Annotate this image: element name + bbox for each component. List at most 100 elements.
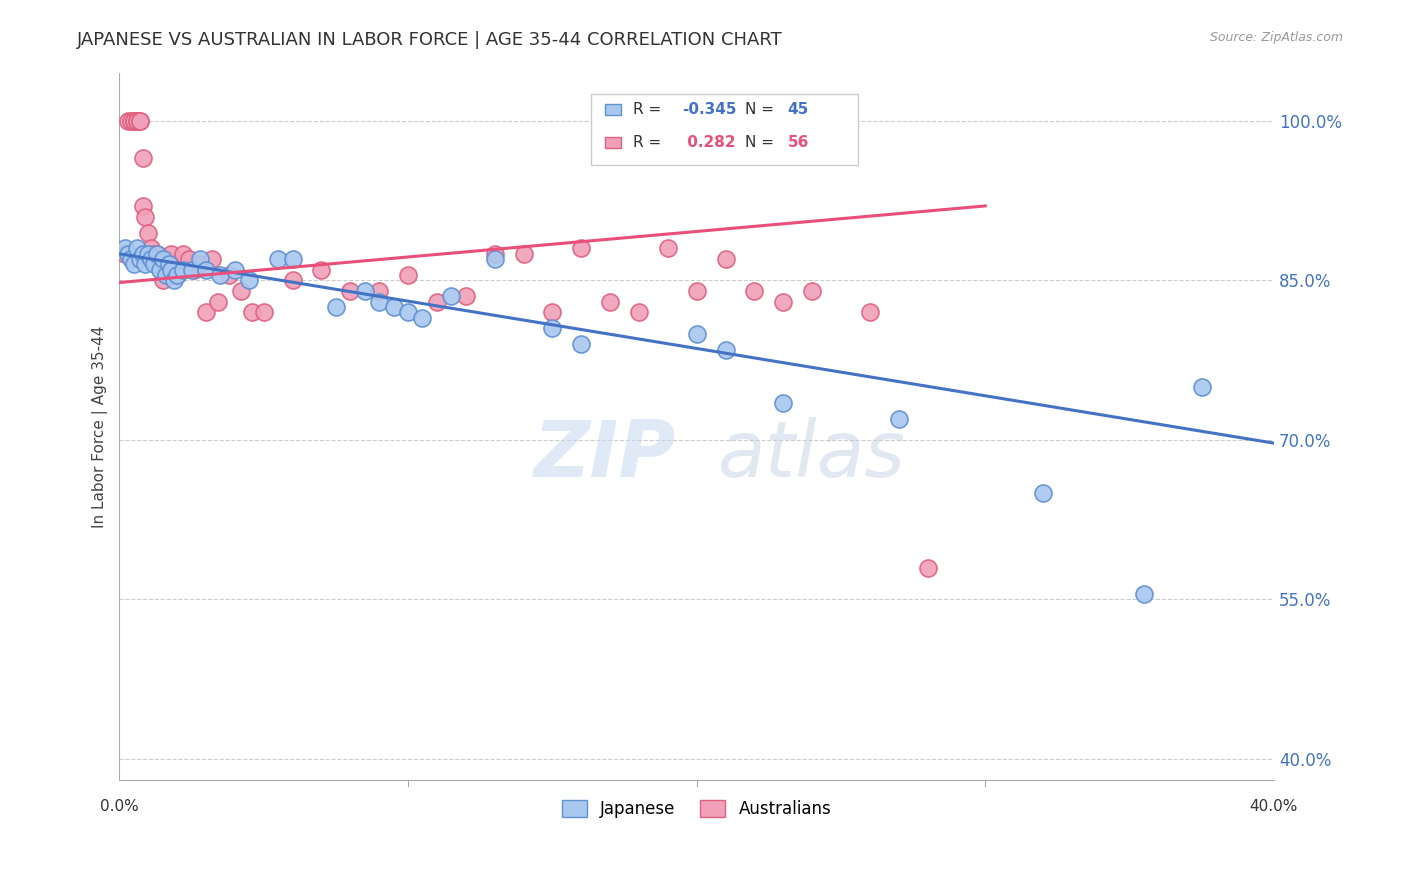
Point xyxy=(311,262,333,277)
Point xyxy=(120,252,142,266)
Point xyxy=(569,337,592,351)
Point xyxy=(141,252,163,266)
Point xyxy=(368,294,391,309)
Point xyxy=(122,113,145,128)
Point xyxy=(183,262,205,277)
Point xyxy=(122,113,145,128)
Point xyxy=(136,252,159,266)
Point xyxy=(1133,587,1156,601)
Point xyxy=(114,242,136,256)
Point xyxy=(599,294,621,309)
Text: 56: 56 xyxy=(787,136,808,150)
Point xyxy=(146,247,169,261)
Point xyxy=(117,113,139,128)
Point xyxy=(353,284,375,298)
Point xyxy=(122,257,145,271)
Legend: Japanese, Australians: Japanese, Australians xyxy=(555,794,838,825)
Point xyxy=(859,305,882,319)
Point xyxy=(396,268,419,282)
Point xyxy=(195,305,218,319)
Text: 45: 45 xyxy=(787,103,808,117)
Point xyxy=(188,257,211,271)
Point xyxy=(440,289,463,303)
Point xyxy=(541,321,564,335)
Point xyxy=(143,247,166,261)
Point xyxy=(657,242,679,256)
Point xyxy=(160,262,183,277)
Point xyxy=(887,411,910,425)
Text: R =: R = xyxy=(633,103,666,117)
Point xyxy=(207,294,229,309)
Point xyxy=(411,310,433,325)
Point xyxy=(125,113,148,128)
Point xyxy=(188,252,211,266)
Point xyxy=(117,247,139,261)
Point xyxy=(209,268,232,282)
Text: N =: N = xyxy=(745,136,779,150)
Text: atlas: atlas xyxy=(718,417,905,493)
Point xyxy=(155,268,177,282)
Point xyxy=(218,268,240,282)
Point xyxy=(146,247,169,261)
Point xyxy=(131,199,153,213)
Point xyxy=(253,305,276,319)
Point xyxy=(917,560,939,574)
Point xyxy=(201,252,224,266)
Point xyxy=(426,294,449,309)
Point xyxy=(512,247,534,261)
Point xyxy=(368,284,391,298)
Point xyxy=(801,284,824,298)
Text: -0.345: -0.345 xyxy=(682,103,737,117)
Point xyxy=(172,247,194,261)
Point xyxy=(627,305,650,319)
Point xyxy=(240,305,263,319)
Point xyxy=(686,326,709,341)
Point xyxy=(131,247,153,261)
Text: 40.0%: 40.0% xyxy=(1250,799,1298,814)
Point xyxy=(686,284,709,298)
Point xyxy=(166,268,188,282)
Text: JAPANESE VS AUSTRALIAN IN LABOR FORCE | AGE 35-44 CORRELATION CHART: JAPANESE VS AUSTRALIAN IN LABOR FORCE | … xyxy=(77,31,783,49)
Point xyxy=(281,252,304,266)
Point xyxy=(229,284,252,298)
Point xyxy=(149,252,172,266)
Point xyxy=(396,305,419,319)
Point xyxy=(155,252,177,266)
Point xyxy=(1032,486,1054,500)
Text: Source: ZipAtlas.com: Source: ZipAtlas.com xyxy=(1209,31,1343,45)
Point xyxy=(195,262,218,277)
Point xyxy=(166,268,188,282)
Point xyxy=(157,268,180,282)
Point xyxy=(772,395,794,409)
Point xyxy=(152,273,174,287)
Text: ZIP: ZIP xyxy=(533,417,675,493)
Point xyxy=(281,273,304,287)
Point xyxy=(163,268,186,282)
Point xyxy=(128,113,150,128)
Point xyxy=(141,242,163,256)
Point xyxy=(180,262,202,277)
Point xyxy=(120,113,142,128)
Point xyxy=(163,273,186,287)
Point xyxy=(267,252,290,266)
Text: N =: N = xyxy=(745,103,779,117)
Point xyxy=(484,252,506,266)
Point xyxy=(136,247,159,261)
Point xyxy=(238,273,260,287)
Point xyxy=(134,210,156,224)
Point xyxy=(125,242,148,256)
Point xyxy=(134,257,156,271)
Point xyxy=(131,151,153,165)
Point xyxy=(136,226,159,240)
Point xyxy=(128,113,150,128)
Point xyxy=(177,252,200,266)
Point xyxy=(325,300,347,314)
Text: 0.282: 0.282 xyxy=(682,136,735,150)
Point xyxy=(128,252,150,266)
Point xyxy=(339,284,361,298)
Point xyxy=(772,294,794,309)
Point xyxy=(224,262,246,277)
Point xyxy=(143,257,166,271)
Point xyxy=(541,305,564,319)
Point xyxy=(125,113,148,128)
